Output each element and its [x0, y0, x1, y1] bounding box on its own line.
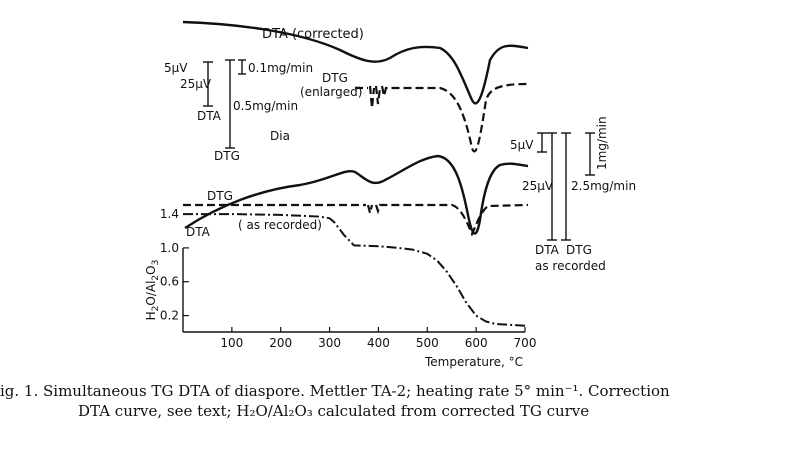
x-axis-label: Temperature, °C: [424, 355, 523, 369]
dtg-recorded-curve: [183, 203, 529, 237]
y-axis-label: H2O/Al2O3: [144, 260, 161, 321]
right-scale-bars: [537, 132, 595, 241]
dtg-01-label: 0.1mg/min: [248, 61, 313, 75]
right-1mg-label: 1mg/min: [595, 116, 609, 170]
y-tick-label: 1.4: [160, 207, 179, 221]
right-as-recorded-label: as recorded: [535, 259, 606, 273]
y-tick-label: 0.2: [160, 309, 179, 323]
x-tick-label: 500: [416, 336, 439, 350]
x-tick-label: 100: [220, 336, 243, 350]
right-5uv-label: 5µV: [510, 138, 534, 152]
x-ticks: 100 200 300 400 500 600 700: [220, 327, 536, 350]
right-25uv-label: 25µV: [522, 179, 554, 193]
right-dtg-label: DTG: [566, 243, 592, 257]
as-recorded-curve-label: ( as recorded): [238, 218, 322, 232]
caption-line-2: DTA curve, see text; H₂O/Al₂O₃ calculate…: [78, 402, 589, 420]
x-tick-label: 400: [367, 336, 390, 350]
x-tick-label: 300: [318, 336, 341, 350]
dtg-scale-label: DTG: [214, 149, 240, 163]
dtg-enlarged-curve: [355, 82, 529, 153]
y-tick-label: 1.0: [160, 241, 179, 255]
dta-scale-label: DTA: [197, 109, 222, 123]
dta-corrected-curve: [182, 20, 529, 105]
x-tick-label: 600: [465, 336, 488, 350]
right-dta-label: DTA: [535, 243, 560, 257]
dta-5uv-label: 5µV: [164, 61, 188, 75]
x-tick-label: 200: [269, 336, 292, 350]
dtg-enlarged-label-2: (enlarged): [300, 85, 362, 99]
x-tick-label: 700: [514, 336, 537, 350]
dia-label: Dia: [270, 129, 290, 143]
dtg-recorded-label: DTG: [207, 189, 233, 203]
dtg-05-label: 0.5mg/min: [233, 99, 298, 113]
dta-25uv-label: 25µV: [180, 77, 212, 91]
y-tick-label: 0.6: [160, 275, 179, 289]
dta-corrected-label: DTA (corrected): [262, 27, 364, 42]
left-scale-bars: [203, 59, 246, 149]
dta-recorded-curve: [184, 154, 529, 235]
caption-line-1: ig. 1. Simultaneous TG DTA of diaspore. …: [0, 382, 670, 400]
right-25mg-label: 2.5mg/min: [571, 179, 636, 193]
dtg-enlarged-label-1: DTG: [322, 71, 348, 85]
y-ticks: 1.4 1.0 0.6 0.2: [160, 207, 189, 323]
tg-axes: [182, 248, 525, 333]
dta-recorded-label: DTA: [186, 225, 211, 239]
tg-series-line: [183, 213, 526, 327]
